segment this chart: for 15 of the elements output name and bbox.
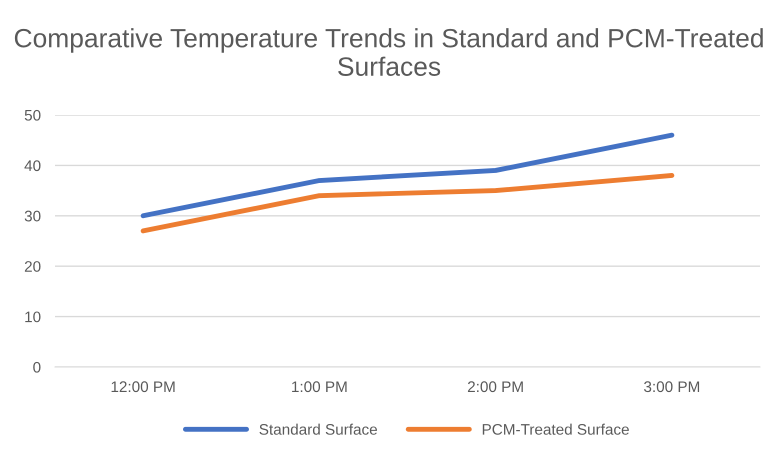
x-tick-label: 2:00 PM [468, 381, 523, 392]
line-series [140, 173, 674, 234]
y-tick-label: 50 [24, 110, 41, 121]
x-tick-label: 3:00 PM [644, 381, 700, 392]
x-tick-label: 12:00 PM [112, 381, 175, 392]
y-tick-label: 20 [24, 261, 41, 272]
y-tick-label: 40 [24, 160, 41, 172]
y-tick-label: 30 [24, 210, 41, 222]
y-tick-label: 0 [33, 362, 41, 373]
legend-label: Standard Surface [259, 424, 377, 435]
legend-label: PCM-Treated Surface [482, 424, 629, 435]
x-tick-label: 1:00 PM [292, 381, 347, 392]
line-series [140, 132, 674, 218]
y-tick-label: 10 [25, 311, 41, 322]
chart-title: Comparative Temperature Trends in Standard and PCM-Treated Surfaces [14, 28, 763, 76]
